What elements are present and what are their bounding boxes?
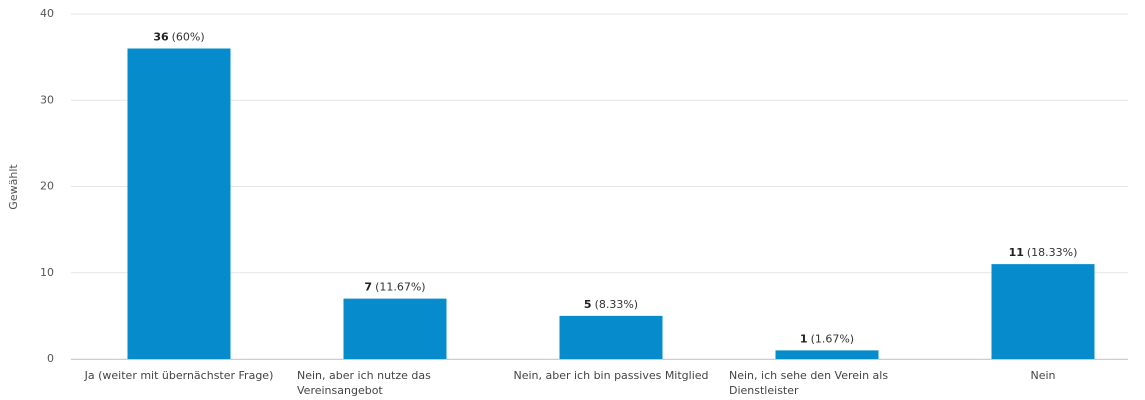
y-tick-label: 40	[40, 7, 54, 20]
bar	[775, 350, 879, 359]
data-label-value: 5	[584, 298, 592, 311]
x-tick-label: Ja (weiter mit übernächster Frage)	[81, 368, 277, 383]
y-axis-label: Gewählt	[7, 164, 20, 210]
data-label-percent: (11.67%)	[375, 281, 426, 294]
bar	[343, 298, 447, 359]
data-label: 5 (8.33%)	[584, 298, 638, 311]
y-tick-label: 20	[40, 180, 54, 193]
x-tick-label: Nein, aber ich bin passives Mitglied	[513, 368, 709, 383]
data-label-percent: (8.33%)	[595, 298, 639, 311]
x-tick-text: Nein	[1030, 369, 1056, 382]
x-tick-text: Ja (weiter mit übernächster Frage)	[84, 369, 274, 382]
data-label: 7 (11.67%)	[364, 281, 425, 294]
x-tick-label: Nein, aber ich nutze das Vereinsangebot	[297, 368, 493, 398]
data-label-value: 36	[153, 31, 169, 44]
x-tick-text: Nein, aber ich bin passives Mitglied	[513, 369, 709, 382]
y-tick-label: 30	[40, 93, 54, 106]
data-label-percent: (60%)	[172, 31, 205, 44]
x-tick-text: Nein, aber ich nutze das Vereinsangebot	[297, 369, 431, 397]
y-tick-label: 10	[40, 266, 54, 279]
y-tick-label: 0	[47, 352, 54, 365]
x-tick-text: Nein, ich sehe den Verein als Dienstleis…	[729, 369, 889, 397]
data-label: 1 (1.67%)	[800, 332, 854, 345]
x-tick-label: Nein	[945, 368, 1141, 383]
data-label-value: 11	[1009, 246, 1024, 259]
data-label-percent: (1.67%)	[811, 332, 855, 345]
bar	[559, 315, 663, 359]
x-tick-label: Nein, ich sehe den Verein als Dienstleis…	[729, 368, 925, 398]
data-label-value: 7	[364, 281, 372, 294]
data-label: 11 (18.33%)	[1009, 246, 1078, 259]
bar	[991, 264, 1095, 359]
data-label: 36 (60%)	[153, 31, 204, 44]
data-label-value: 1	[800, 332, 808, 345]
data-label-percent: (18.33%)	[1027, 246, 1078, 259]
bar	[127, 48, 231, 359]
